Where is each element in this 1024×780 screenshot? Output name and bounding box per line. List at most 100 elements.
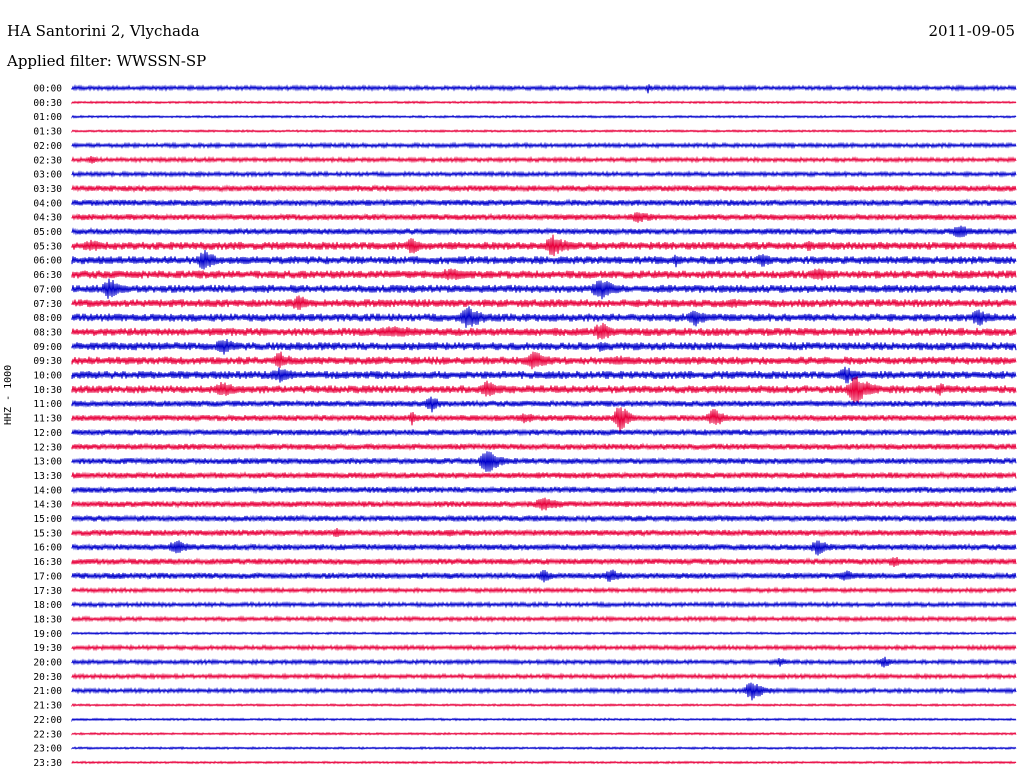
trace-0300 bbox=[71, 170, 1017, 179]
time-label-1330: 13:30 bbox=[33, 471, 62, 482]
station-title: HA Santorini 2, Vlychada bbox=[7, 22, 200, 40]
time-label-0430: 04:30 bbox=[33, 213, 62, 224]
trace-1630 bbox=[71, 557, 1017, 567]
time-label-2100: 21:00 bbox=[33, 686, 62, 697]
time-label-0030: 00:30 bbox=[33, 98, 62, 109]
trace-group bbox=[71, 84, 1017, 765]
time-label-1100: 11:00 bbox=[33, 399, 62, 410]
time-label-1700: 17:00 bbox=[33, 571, 62, 582]
trace-2200 bbox=[71, 717, 1017, 723]
time-label-0530: 05:30 bbox=[33, 241, 62, 252]
time-label-1900: 19:00 bbox=[33, 629, 62, 640]
time-label-1430: 14:30 bbox=[33, 500, 62, 511]
time-label-group: 00:00 00:30 01:00 01:30 02:00 02:30 03:00 03:30… bbox=[33, 84, 62, 769]
time-label-1530: 15:30 bbox=[33, 528, 62, 539]
filter-label: Applied filter: WWSSN-SP bbox=[7, 52, 207, 70]
time-label-2300: 23:00 bbox=[33, 744, 62, 755]
trace-2030 bbox=[71, 672, 1017, 681]
time-label-2130: 21:30 bbox=[33, 701, 62, 712]
trace-1600 bbox=[71, 540, 1017, 556]
trace-2300 bbox=[71, 746, 1017, 751]
time-label-0900: 09:00 bbox=[33, 342, 62, 353]
trace-1930 bbox=[71, 643, 1017, 652]
trace-2100 bbox=[71, 682, 1017, 701]
trace-1300 bbox=[71, 451, 1017, 472]
trace-0730 bbox=[71, 295, 1017, 310]
time-label-1500: 15:00 bbox=[33, 514, 62, 525]
time-label-2200: 22:00 bbox=[33, 715, 62, 726]
trace-0630 bbox=[71, 268, 1017, 281]
time-label-2230: 22:30 bbox=[33, 729, 62, 740]
time-label-1930: 19:30 bbox=[33, 643, 62, 654]
time-label-0330: 03:30 bbox=[33, 184, 62, 195]
trace-0830 bbox=[71, 322, 1017, 340]
date-label: 2011-09-05 bbox=[928, 22, 1015, 40]
time-label-0630: 06:30 bbox=[33, 270, 62, 281]
time-label-1800: 18:00 bbox=[33, 600, 62, 611]
time-label-1130: 11:30 bbox=[33, 414, 62, 425]
trace-2130 bbox=[71, 703, 1017, 708]
trace-1000 bbox=[71, 366, 1017, 384]
trace-1230 bbox=[71, 442, 1017, 452]
time-label-0000: 00:00 bbox=[33, 84, 62, 95]
time-label-0830: 08:30 bbox=[33, 327, 62, 338]
trace-0930 bbox=[71, 351, 1017, 370]
trace-0000 bbox=[71, 84, 1017, 94]
time-label-1230: 12:30 bbox=[33, 442, 62, 453]
trace-1430 bbox=[71, 497, 1017, 511]
trace-1700 bbox=[71, 569, 1017, 583]
time-label-0100: 01:00 bbox=[33, 112, 62, 123]
trace-1330 bbox=[71, 470, 1017, 480]
time-label-0800: 08:00 bbox=[33, 313, 62, 324]
trace-1400 bbox=[71, 485, 1017, 495]
trace-1200 bbox=[71, 428, 1017, 437]
time-label-1200: 12:00 bbox=[33, 428, 62, 439]
trace-0330 bbox=[71, 183, 1017, 193]
trace-2330 bbox=[71, 760, 1017, 765]
time-label-0300: 03:00 bbox=[33, 170, 62, 181]
time-label-1400: 14:00 bbox=[33, 485, 62, 496]
time-label-0200: 02:00 bbox=[33, 141, 62, 152]
time-label-0400: 04:00 bbox=[33, 198, 62, 209]
trace-1100 bbox=[71, 396, 1017, 413]
time-label-1600: 16:00 bbox=[33, 543, 62, 554]
trace-0600 bbox=[71, 249, 1017, 270]
trace-0130 bbox=[71, 129, 1017, 134]
time-label-1730: 17:30 bbox=[33, 586, 62, 597]
time-label-1830: 18:30 bbox=[33, 614, 62, 625]
time-label-2030: 20:30 bbox=[33, 672, 62, 683]
trace-2230 bbox=[71, 731, 1017, 736]
time-label-0600: 06:00 bbox=[33, 256, 62, 267]
time-label-1030: 10:30 bbox=[33, 385, 62, 396]
time-label-0500: 05:00 bbox=[33, 227, 62, 238]
trace-1730 bbox=[71, 586, 1017, 595]
trace-1530 bbox=[71, 528, 1017, 538]
trace-0700 bbox=[71, 278, 1017, 300]
trace-0800 bbox=[71, 306, 1017, 328]
trace-0530 bbox=[71, 234, 1017, 257]
trace-2000 bbox=[71, 656, 1017, 668]
trace-0500 bbox=[71, 225, 1017, 238]
trace-0400 bbox=[71, 198, 1017, 208]
trace-0900 bbox=[71, 338, 1017, 355]
time-label-1000: 10:00 bbox=[33, 371, 62, 382]
trace-1500 bbox=[71, 514, 1017, 523]
time-label-2000: 20:00 bbox=[33, 658, 62, 669]
trace-1030 bbox=[71, 376, 1017, 404]
trace-1130 bbox=[71, 407, 1017, 433]
time-label-0130: 01:30 bbox=[33, 127, 62, 138]
trace-1900 bbox=[71, 631, 1017, 636]
time-label-1300: 13:00 bbox=[33, 457, 62, 468]
time-label-0230: 02:30 bbox=[33, 155, 62, 166]
trace-1830 bbox=[71, 615, 1017, 623]
time-label-0700: 07:00 bbox=[33, 284, 62, 295]
time-label-2330: 23:30 bbox=[33, 758, 62, 769]
trace-0030 bbox=[71, 100, 1017, 105]
trace-0230 bbox=[71, 155, 1017, 164]
trace-1800 bbox=[71, 600, 1017, 609]
time-label-1630: 16:30 bbox=[33, 557, 62, 568]
time-label-0930: 09:30 bbox=[33, 356, 62, 367]
trace-0100 bbox=[71, 114, 1017, 119]
trace-0200 bbox=[71, 141, 1017, 150]
